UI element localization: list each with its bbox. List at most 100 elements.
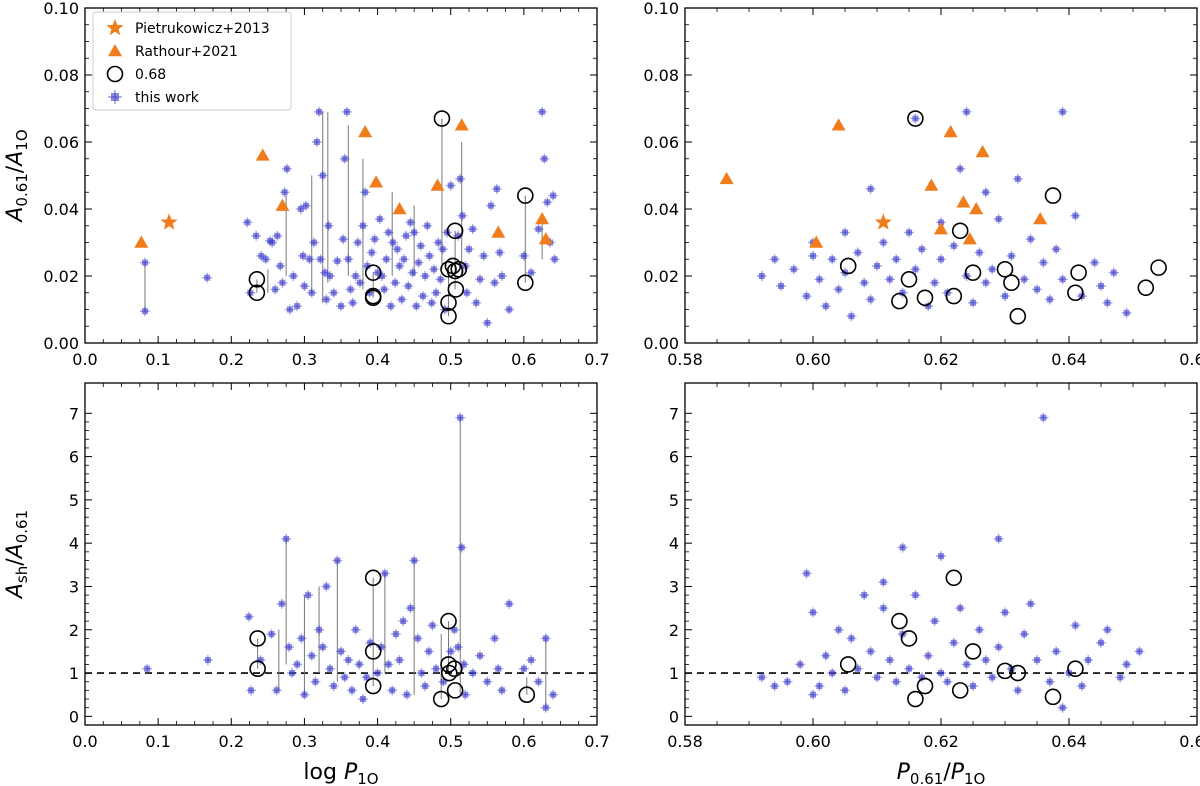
data-point-square	[334, 557, 341, 564]
data-point-square	[938, 553, 944, 560]
data-point	[929, 616, 940, 627]
data-point	[288, 271, 299, 281]
data-point	[314, 106, 325, 117]
data-point	[403, 281, 414, 292]
data-point	[1096, 637, 1106, 648]
data-point-square	[982, 189, 989, 196]
data-point-square	[317, 256, 324, 263]
data-point	[260, 254, 271, 265]
legend-label: this work	[135, 90, 200, 106]
data-point	[296, 633, 307, 644]
data-point-triangle	[538, 232, 553, 245]
data-point	[474, 650, 485, 661]
data-point	[435, 274, 446, 285]
data-point-square	[931, 618, 938, 625]
x-tick-label: 0.2	[219, 732, 244, 751]
data-point	[1051, 646, 1062, 657]
data-point-circle	[364, 264, 382, 281]
data-point	[437, 244, 448, 255]
x-tick-label: 0.0	[72, 350, 97, 369]
data-point	[1038, 412, 1049, 423]
series-pietrukowicz-2013	[874, 213, 892, 230]
data-point	[1102, 624, 1113, 635]
data-point	[840, 685, 850, 696]
data-point-circle	[1044, 187, 1062, 204]
data-point	[266, 629, 277, 640]
data-point-square	[880, 239, 887, 246]
data-point-triangle	[454, 118, 469, 131]
data-point-square	[302, 202, 309, 209]
data-point-square	[867, 296, 874, 303]
data-point-circle	[916, 677, 934, 695]
data-point-square	[1027, 236, 1034, 243]
data-point-square	[244, 219, 251, 226]
data-point-circle	[518, 686, 536, 703]
data-point	[1102, 297, 1113, 308]
data-point-square	[790, 266, 797, 273]
data-point	[246, 685, 257, 696]
data-point	[756, 271, 767, 281]
data-point-square	[374, 670, 381, 677]
data-point-square	[944, 678, 951, 685]
data-point	[974, 247, 985, 258]
data-point	[352, 237, 363, 248]
x-tick-label: 0.60	[795, 350, 831, 369]
y-tick-label: 2	[669, 621, 679, 640]
data-point	[379, 568, 390, 579]
data-point-square	[810, 252, 816, 259]
series-this-work	[756, 412, 1145, 713]
legend-label: Rathour+2021	[135, 44, 238, 60]
data-point-circle	[249, 660, 266, 678]
data-point-square	[899, 544, 906, 551]
data-point-square	[415, 259, 422, 266]
data-point	[474, 274, 485, 285]
data-point	[1057, 274, 1068, 285]
data-point-square	[874, 674, 880, 681]
data-point	[299, 689, 310, 700]
data-point-square	[389, 239, 396, 246]
data-point	[987, 264, 998, 275]
data-point-square	[279, 279, 286, 286]
data-point	[383, 659, 394, 670]
data-point-square	[473, 299, 480, 306]
data-point-square	[392, 279, 399, 286]
data-point	[494, 247, 505, 258]
data-point-square	[1040, 259, 1047, 266]
data-point	[343, 254, 354, 265]
data-point	[833, 284, 844, 295]
series-this-work	[139, 106, 560, 328]
data-point-square	[141, 259, 148, 266]
data-point	[412, 633, 423, 644]
data-point	[361, 672, 372, 683]
data-point-square	[758, 674, 765, 681]
data-point	[242, 217, 253, 228]
data-point	[321, 581, 332, 592]
data-point-square	[327, 665, 334, 672]
data-point-square	[435, 239, 442, 246]
data-point	[504, 304, 515, 315]
legend-marker	[106, 65, 124, 83]
data-point-square	[385, 661, 392, 668]
data-point-square	[963, 108, 970, 115]
legend-square	[111, 93, 119, 101]
data-point	[1096, 281, 1106, 292]
data-point-star	[160, 213, 178, 230]
data-point-square	[403, 232, 410, 239]
data-point	[478, 250, 489, 261]
data-point-circle	[907, 110, 924, 127]
data-point-square	[1040, 414, 1047, 421]
data-point-square	[778, 283, 784, 290]
data-point-triangle	[392, 202, 407, 215]
data-point-square	[356, 661, 363, 668]
data-point	[801, 291, 812, 302]
data-point-circle	[440, 656, 457, 673]
x-tick-label: 0.7	[584, 732, 609, 751]
data-point-square	[912, 592, 919, 599]
data-point	[464, 244, 474, 255]
data-point	[865, 183, 876, 194]
panel-top-left: 0.0 0.1 0.2 0.3 0.4 0.5 0.6 0.7 0.00 0.02 0.04 0.06…	[3, 0, 610, 369]
y-tick-label: 7	[669, 404, 679, 423]
data-point-square	[854, 665, 861, 672]
data-point-square	[330, 683, 337, 690]
data-point	[987, 672, 998, 683]
